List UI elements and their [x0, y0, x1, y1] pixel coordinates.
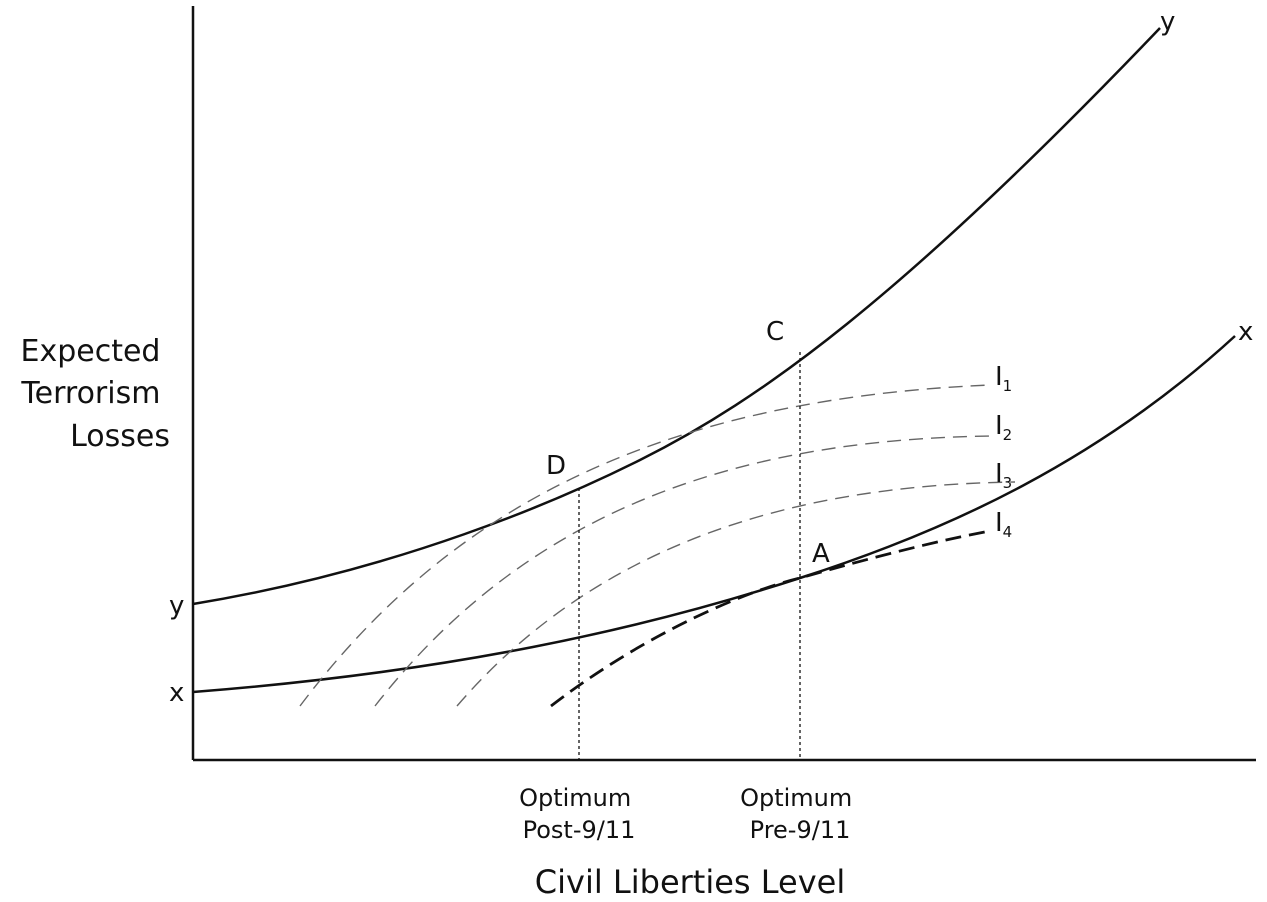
curve-x-end-label: x — [1238, 317, 1253, 347]
curve-y — [192, 27, 1161, 606]
point-c-label: C — [766, 317, 784, 347]
indifference-curve-1 — [299, 384, 991, 707]
indifference-curve-3 — [456, 481, 1016, 707]
indifference-label-4: I4 — [995, 508, 1012, 541]
indifference-curve-4 — [550, 529, 991, 708]
optimum-post-label: Optimum Post-9/11 — [519, 784, 639, 844]
curve-y-intercept-label: y — [169, 591, 184, 621]
curve-y-end-label: y — [1160, 7, 1175, 37]
indifference-label-1: I1 — [995, 362, 1012, 395]
curve-x-intercept-label: x — [169, 678, 184, 708]
point-d-label: D — [546, 451, 566, 481]
point-a-label: A — [812, 539, 830, 569]
optimum-pre-label: Optimum Pre-9/11 — [740, 784, 860, 844]
indifference-label-3: I3 — [995, 459, 1012, 492]
indifference-curve-2 — [374, 435, 991, 707]
indifference-label-2: I2 — [995, 411, 1012, 444]
x-axis-label: Civil Liberties Level — [535, 863, 845, 901]
y-axis-label: Expected Terrorism Losses — [20, 334, 170, 454]
curve-x — [192, 335, 1236, 694]
